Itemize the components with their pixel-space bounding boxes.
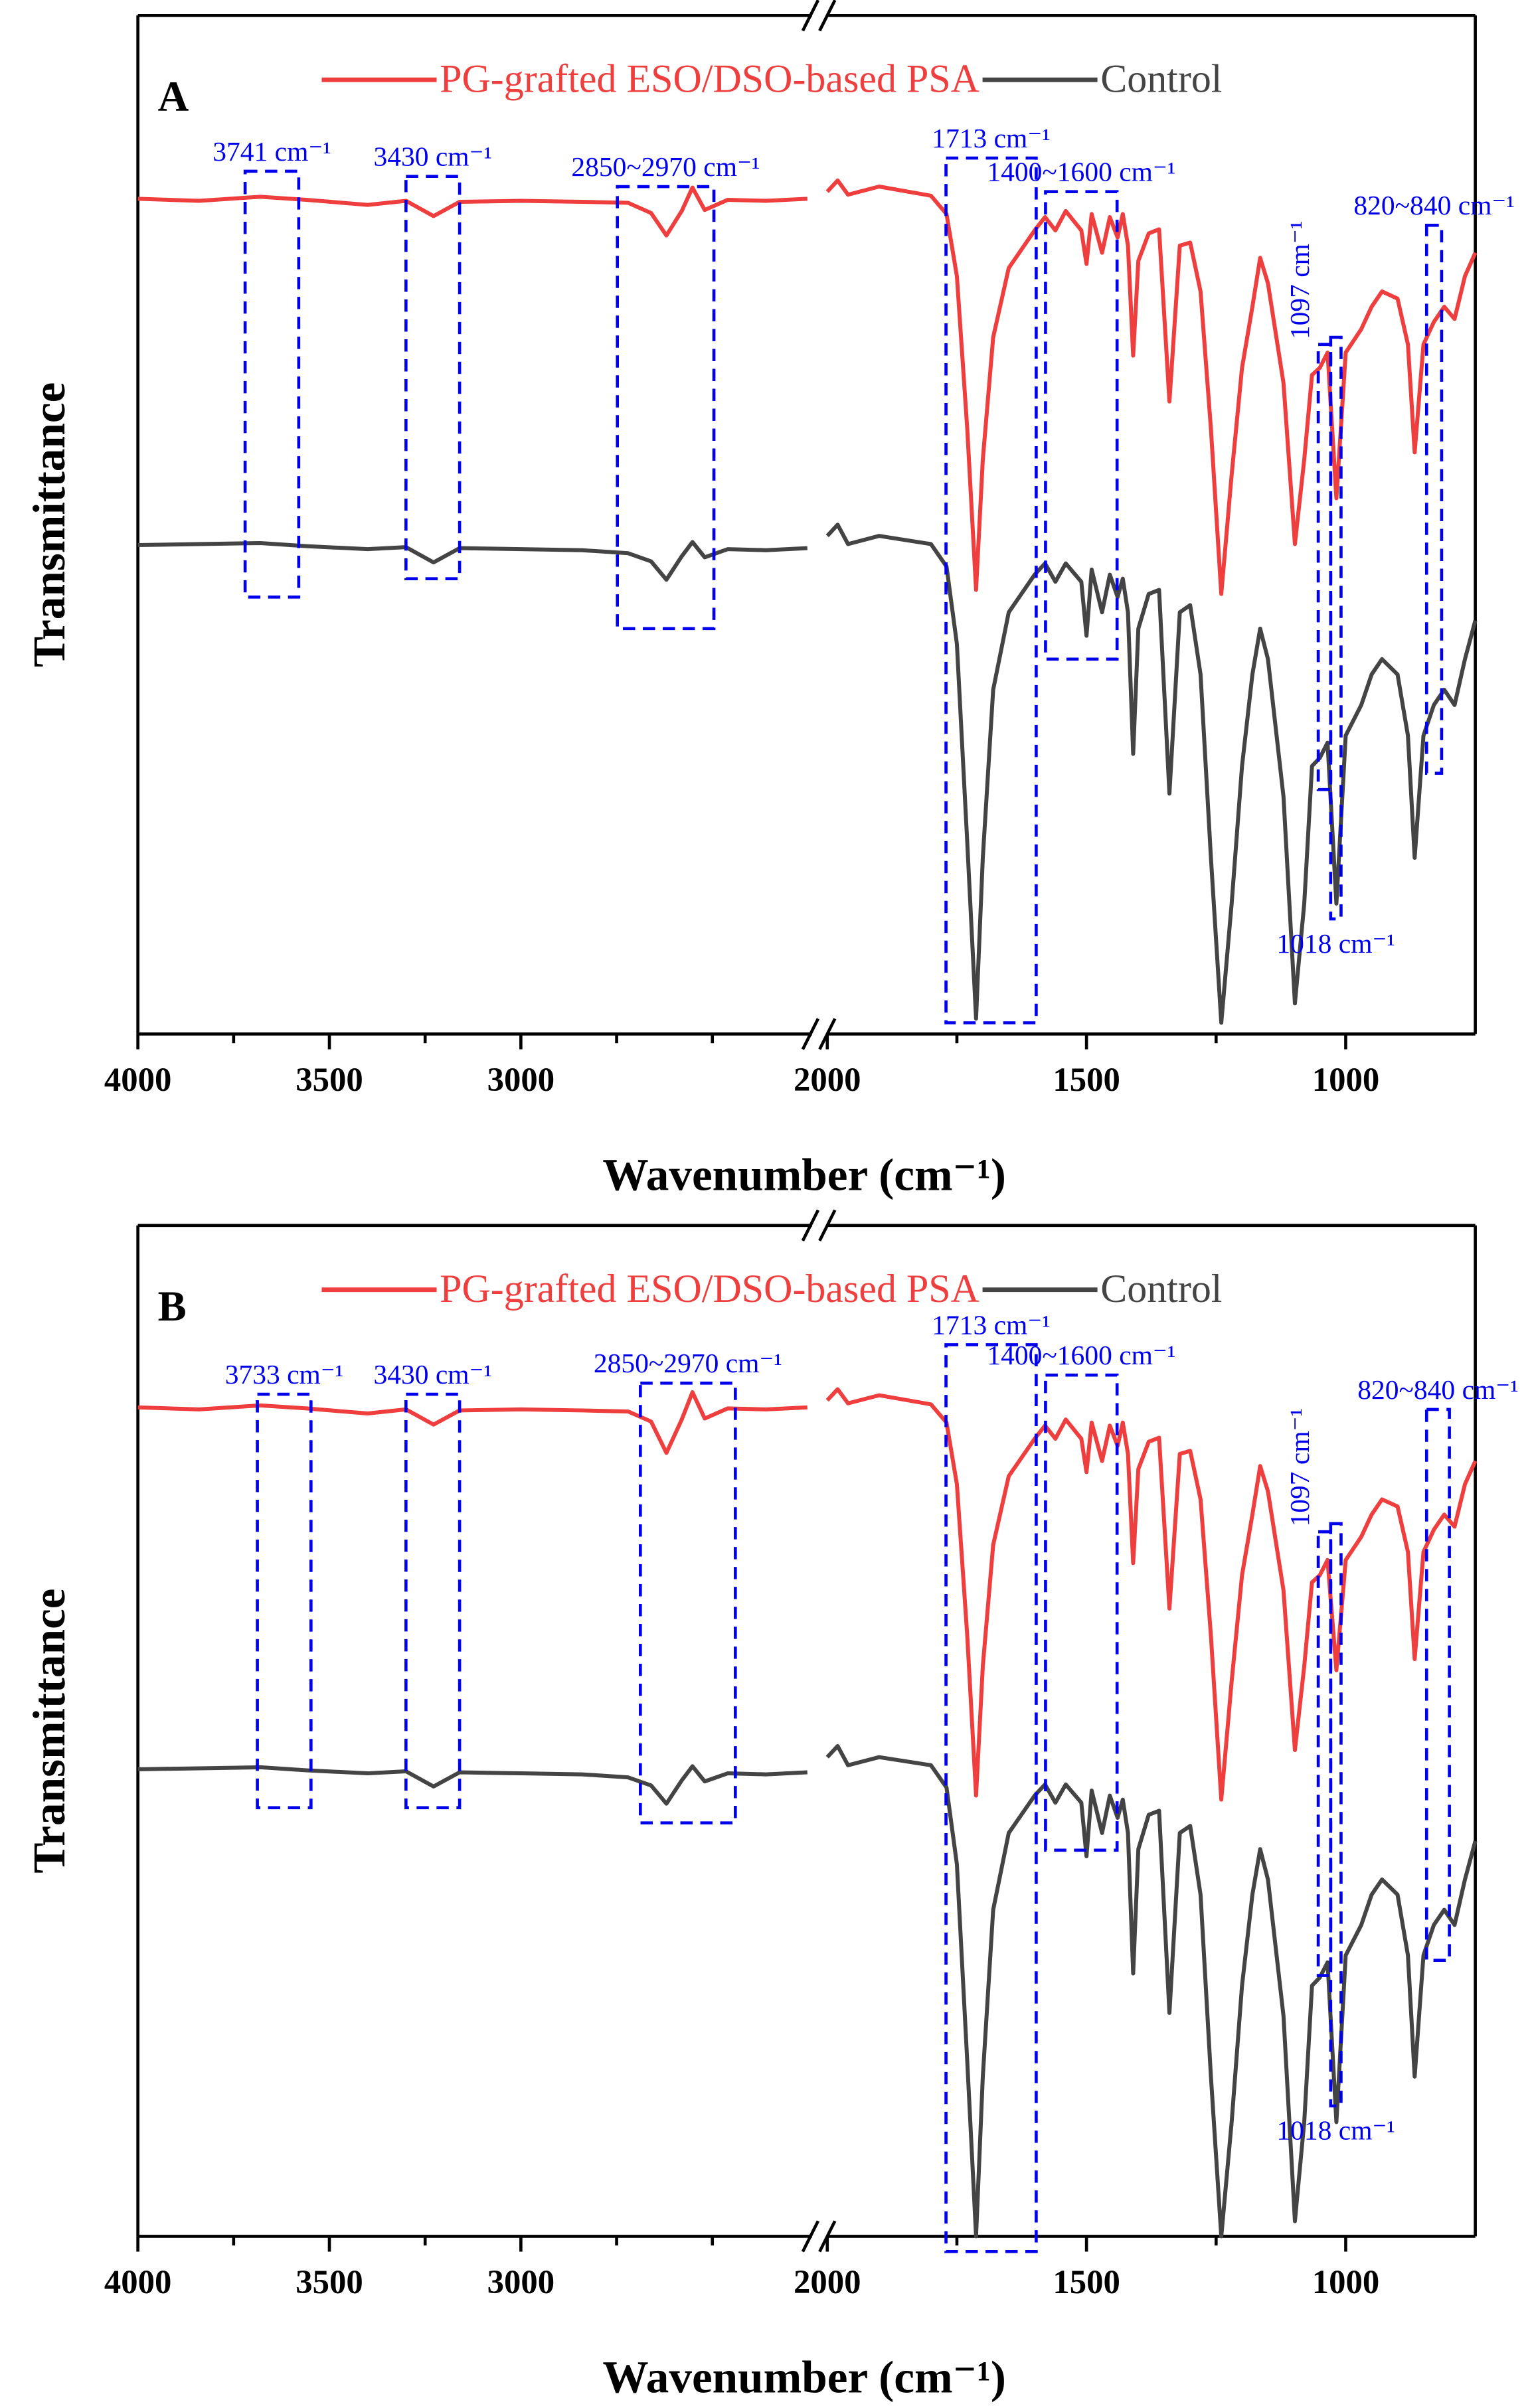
annotation-label: 1713 cm⁻¹ xyxy=(932,123,1051,153)
spectrum-line xyxy=(137,1764,808,1806)
axis-break xyxy=(801,0,820,32)
legend-label: Control xyxy=(1100,1267,1222,1311)
annotation-label: 2850~2970 cm⁻¹ xyxy=(571,151,760,182)
panel: 4000 3500 3000 2000 1500 1000 3733 cm⁻¹ 3430 cm… xyxy=(23,1209,1519,2403)
x-tick-label: 3500 xyxy=(296,2263,363,2300)
x-axis-label: Wavenumber (cm⁻¹) xyxy=(602,1149,1006,1200)
x-tick-label: 1500 xyxy=(1053,1061,1120,1098)
annotation-box xyxy=(1329,1522,1343,2108)
annotation-box xyxy=(944,156,1038,1024)
annotation-box xyxy=(1044,1373,1119,1852)
y-axis-label: Transmittance xyxy=(23,382,74,667)
annotation-label: 3430 cm⁻¹ xyxy=(373,1359,492,1390)
annotation-box xyxy=(1424,223,1444,775)
annotation-box xyxy=(616,185,716,631)
annotation-label: 2850~2970 cm⁻¹ xyxy=(594,1348,782,1378)
annotation-label: 3741 cm⁻¹ xyxy=(213,136,331,167)
x-tick-label: 4000 xyxy=(104,1061,172,1098)
annotation-label: 1018 cm⁻¹ xyxy=(1276,928,1395,959)
annotation-box xyxy=(639,1382,737,1824)
x-tick-label: 3000 xyxy=(487,2263,555,2300)
x-tick-label: 3500 xyxy=(296,1061,363,1098)
x-axis-label: Wavenumber (cm⁻¹) xyxy=(602,2352,1006,2403)
annotation-label: 820~840 cm⁻¹ xyxy=(1357,1374,1518,1405)
annotation-box xyxy=(1424,1407,1451,1963)
annotation-box xyxy=(1316,1530,1333,1977)
annotation-box xyxy=(1316,343,1333,791)
annotation-box xyxy=(243,169,301,599)
axis-break xyxy=(818,1209,837,1242)
annotation-label: 1713 cm⁻¹ xyxy=(932,1309,1051,1340)
legend-label: PG-grafted ESO/DSO-based PSA xyxy=(440,57,979,101)
annotation-label: 1400~1600 cm⁻¹ xyxy=(987,157,1175,187)
x-tick-label: 2000 xyxy=(794,1061,861,1098)
x-tick-label: 4000 xyxy=(104,2263,172,2300)
axis-break xyxy=(801,2220,820,2253)
annotation-box xyxy=(404,1392,462,1810)
annotation-label: 3430 cm⁻¹ xyxy=(373,141,492,172)
annotation-label: 820~840 cm⁻¹ xyxy=(1353,190,1514,220)
legend-label: PG-grafted ESO/DSO-based PSA xyxy=(440,1267,979,1311)
spectrum-line xyxy=(825,178,1478,596)
axis-break xyxy=(801,1209,820,1242)
panel-label: A xyxy=(158,72,189,120)
annotation-box xyxy=(1329,335,1343,921)
annotation-box xyxy=(256,1392,313,1810)
spectrum-line xyxy=(825,1743,1478,2239)
annotation-box xyxy=(944,1343,1038,2253)
annotation-box xyxy=(1044,190,1119,661)
x-tick-label: 2000 xyxy=(794,2263,861,2300)
annotation-label: 1097 cm⁻¹ xyxy=(1284,221,1315,340)
annotation-label: 3733 cm⁻¹ xyxy=(225,1359,344,1390)
annotation-label: 1018 cm⁻¹ xyxy=(1276,2115,1395,2146)
annotation-label: 1097 cm⁻¹ xyxy=(1284,1408,1315,1527)
annotation-box xyxy=(404,175,462,580)
axis-break xyxy=(818,0,837,32)
x-tick-label: 1500 xyxy=(1053,2263,1120,2300)
x-tick-label: 3000 xyxy=(487,1061,555,1098)
x-tick-label: 1000 xyxy=(1312,1061,1380,1098)
spectrum-line xyxy=(137,185,808,238)
panel-label: B xyxy=(158,1282,187,1330)
axis-break xyxy=(801,1018,820,1050)
annotation-label: 1400~1600 cm⁻¹ xyxy=(987,1340,1175,1370)
spectrum-line xyxy=(825,522,1478,1025)
x-tick-label: 1000 xyxy=(1312,2263,1380,2300)
panel: 4000 3500 3000 2000 1500 1000 3741 cm⁻¹ 3430 cm… xyxy=(23,0,1515,1200)
spectrum-line xyxy=(825,1387,1478,1802)
y-axis-label: Transmittance xyxy=(23,1588,74,1873)
spectrum-line xyxy=(137,540,808,582)
legend-label: Control xyxy=(1100,57,1222,101)
spectrum-line xyxy=(137,1390,808,1455)
